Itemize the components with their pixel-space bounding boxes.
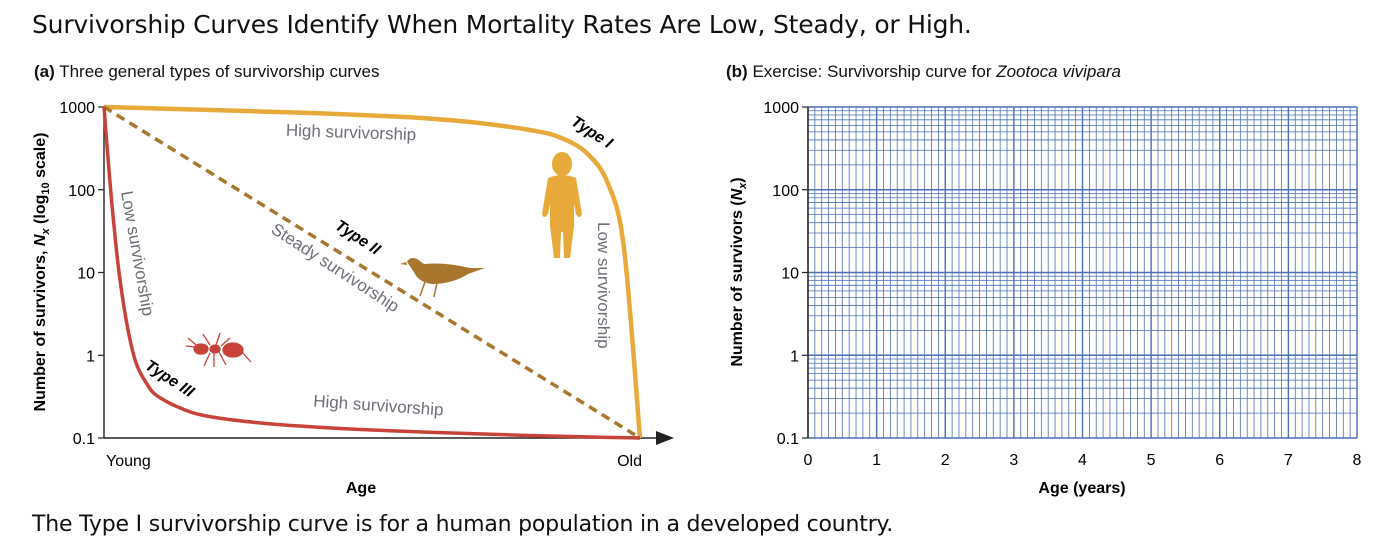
panel-b-y-ticks: 1000 100 10 1 0.1 <box>763 100 808 448</box>
panel-b-x-tick-label: 8 <box>1353 452 1362 469</box>
panel-b-y-tick-label: 0.1 <box>777 431 799 448</box>
panel-b-y-tick-label: 100 <box>772 183 799 200</box>
panel-a-y-tick-label: 1000 <box>59 100 95 117</box>
panel-b-x-tick-label: 3 <box>1009 452 1018 469</box>
panel-b-y-tick-label: 10 <box>781 266 799 283</box>
panel-a-y-tick-label: 100 <box>68 183 95 200</box>
panel-a-y-tick-label: 10 <box>77 266 95 283</box>
panel-b-label: (b) <box>726 62 748 81</box>
bird-icon <box>400 258 485 298</box>
page-title: Survivorship Curves Identify When Mortal… <box>32 10 972 39</box>
panel-b-title-prefix: Exercise: Survivorship curve for <box>752 62 997 81</box>
panel-b-x-tick-label: 0 <box>804 452 813 469</box>
low-survivorship-right-label: Low survivorship <box>594 222 613 349</box>
high-survivorship-bottom-label: High survivorship <box>313 391 444 419</box>
panel-a-label: (a) <box>34 62 55 81</box>
panel-a-x-axis-arrow <box>656 431 674 445</box>
panel-a-title: (a) Three general types of survivorship … <box>34 62 380 82</box>
panel-b-x-tick-label: 7 <box>1284 452 1293 469</box>
high-survivorship-top-label: High survivorship <box>286 121 417 145</box>
panel-b-x-tick-label: 2 <box>941 452 950 469</box>
steady-survivorship-label: Steady survivorship <box>268 219 403 316</box>
type-i-curve <box>103 104 643 439</box>
panel-b-title-species: Zootoca vivipara <box>996 62 1121 81</box>
panel-a-y-tick-label: 1 <box>86 348 95 365</box>
human-silhouette-icon <box>542 152 582 258</box>
panel-a-chart: Number of survivors, Nx (log10 scale) 10… <box>32 100 674 497</box>
panel-b-x-tick-label: 4 <box>1078 452 1087 469</box>
ant-icon <box>185 332 252 367</box>
panel-b-y-axis-label: Number of survivors (Nx) <box>729 177 749 366</box>
panel-b-y-tick-label: 1000 <box>763 100 799 117</box>
panel-b-x-tick-label: 5 <box>1147 452 1156 469</box>
type-iii-label: Type III <box>142 357 197 401</box>
panel-b-grid <box>807 106 1358 439</box>
panel-b-x-tick-label: 1 <box>872 452 881 469</box>
panel-a-y-tick-label: 0.1 <box>73 431 95 448</box>
panel-a-title-text: Three general types of survivorship curv… <box>59 62 380 81</box>
panel-b-x-ticks: 0 1 2 3 4 5 6 7 8 <box>804 452 1362 469</box>
panel-b-y-tick-label: 1 <box>790 348 799 365</box>
panel-a-y-ticks: 1000 100 10 1 0.1 <box>59 100 104 448</box>
caption: The Type I survivorship curve is for a h… <box>32 512 894 537</box>
type-iii-curve <box>102 106 641 440</box>
panel-a-x-tick-old: Old <box>617 453 642 470</box>
panel-a-x-axis-label: Age <box>346 480 376 497</box>
panel-a-x-tick-young: Young <box>106 453 151 470</box>
panel-b-x-axis-label: Age (years) <box>1038 480 1125 497</box>
panel-b-x-tick-label: 6 <box>1215 452 1224 469</box>
panel-a-y-axis-label: Number of survivors, Nx (log10 scale) <box>32 133 52 412</box>
type-ii-curve <box>103 105 641 440</box>
panel-b-title: (b) Exercise: Survivorship curve for Zoo… <box>726 62 1121 82</box>
